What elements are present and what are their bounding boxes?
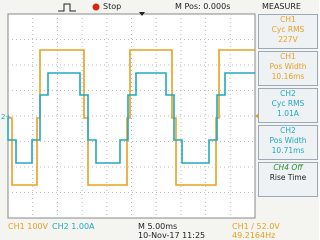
stop-indicator [93, 4, 100, 11]
measurement-name: Rise Time [259, 173, 317, 183]
measurement-source: CH2 [259, 89, 317, 99]
datetime: 10-Nov-17 11:25 [138, 231, 205, 240]
measurement-source: CH1 [259, 52, 317, 62]
run-state: Stop [103, 2, 121, 11]
measurement-value: 10.71ms [259, 146, 317, 156]
measurement-name: Pos Width [259, 136, 317, 146]
measurement-source: CH1 [259, 15, 317, 25]
horizontal-position: M Pos: 0.000s [175, 2, 230, 11]
measurement-name: Pos Width [259, 62, 317, 72]
menu-title: MEASURE [262, 2, 301, 11]
measurement-value: 227V [259, 35, 317, 45]
channel-marker: 2+ [1, 113, 11, 121]
trigger-icon [58, 4, 76, 11]
trigger-setting: CH1 / 52.0V [232, 222, 280, 231]
oscilloscope-screen: Stop M Pos: 0.000s MEASURE 2+ CH1Cyc RMS… [0, 0, 319, 240]
measurement-name: Cyc RMS [259, 25, 317, 35]
plot-area [8, 14, 255, 218]
measurement-source: CH2 [259, 126, 317, 136]
measurement-name: Cyc RMS [259, 99, 317, 109]
measurement-value: 10.16ms [259, 72, 317, 82]
frequency: 49.2164Hz [232, 231, 275, 240]
measurement-source: CH4 Off [259, 163, 317, 173]
timebase: M 5.00ms [138, 222, 177, 231]
ch2-scale: CH2 1.00A [52, 222, 95, 231]
ch1-scale: CH1 100V [8, 222, 48, 231]
measurement-value: 1.01A [259, 109, 317, 119]
